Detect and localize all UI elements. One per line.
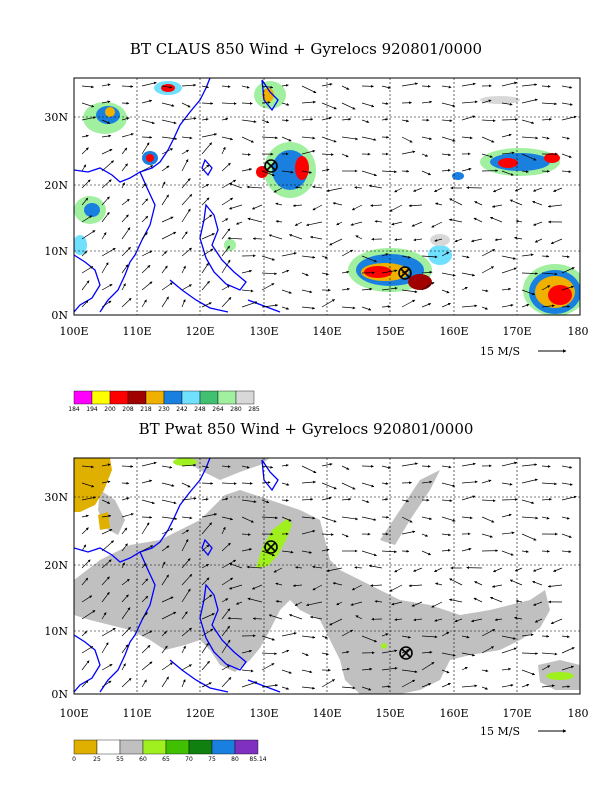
panel2-lat-label: 0N: [51, 688, 68, 701]
colorbar-swatch: [188, 739, 213, 755]
colorbar-swatch: [199, 390, 219, 405]
panel2-lon-label: 110E: [122, 707, 151, 720]
panel1-grid: [74, 78, 580, 315]
panel1-lon-label: 130E: [249, 325, 278, 338]
colorbar-label: 248: [194, 406, 206, 413]
panel2-lon-label: 140E: [312, 707, 341, 720]
panel1-lon-label: 150E: [375, 325, 404, 338]
panel2-shading: [74, 458, 580, 694]
colorbar-label: 65: [162, 756, 170, 763]
colorbar-swatch: [211, 739, 236, 755]
panel1-colorbar: 184 194 200 208 218 230 242 248 264 280 285: [68, 390, 260, 413]
colorbar-swatch: [163, 390, 183, 405]
colorbar-label: 242: [176, 406, 188, 413]
panel2-lat-label: 10N: [44, 625, 68, 638]
colorbar-label: 208: [122, 406, 134, 413]
panel1-lat-label: 0N: [51, 309, 68, 322]
colorbar-label: 230: [158, 406, 170, 413]
panel2-title: BT Pwat 850 Wind + Gyrelocs 920801/0000: [138, 420, 474, 438]
panel1-lon-label: 170E: [502, 325, 531, 338]
colorbar-swatch: [165, 739, 190, 755]
panel2-lat-label: 30N: [44, 491, 68, 504]
panel1-lat-label: 10N: [44, 245, 68, 258]
colorbar-label: 85.14: [249, 756, 266, 763]
panel1-vector-ref-label: 15 M/S: [480, 345, 520, 358]
panel2-lat-label: 20N: [44, 559, 68, 572]
colorbar-swatch: [73, 739, 98, 755]
colorbar-swatch: [142, 739, 167, 755]
colorbar-swatch: [217, 390, 237, 405]
colorbar-swatch: [119, 739, 144, 755]
panel1-lon-label: 110E: [122, 325, 151, 338]
panel2-lon-label: 160E: [439, 707, 468, 720]
panel1-gyre-marker-2: [398, 266, 412, 280]
colorbar-label: 264: [212, 406, 224, 413]
panel1-wind-vectors: [81, 81, 577, 311]
colorbar-label: 280: [230, 406, 242, 413]
panel1-lon-label: 140E: [312, 325, 341, 338]
panel1-frame: [73, 77, 581, 316]
panel1-lat-label: 30N: [44, 111, 68, 124]
colorbar-swatch: [235, 390, 255, 405]
colorbar-swatch: [109, 390, 129, 405]
colorbar-label: 184: [68, 406, 80, 413]
panel1-lat-label: 20N: [44, 179, 68, 192]
panel1-lon-label: 120E: [185, 325, 214, 338]
panel2-lon-label: 100E: [59, 707, 88, 720]
panel1-map: 30N 20N 10N 0N 100E 110E 120E 130E 140E …: [44, 77, 589, 413]
panel2-colorbar: 0 25 55 60 65 70 75 80 85.14: [72, 739, 267, 763]
panel2-map: 30N 20N 10N 0N 100E 110E 120E 130E 140E …: [44, 457, 589, 763]
panel2-lon-label: 150E: [375, 707, 404, 720]
panel1-gyre-marker-1: [264, 159, 278, 173]
panel2-wind-vectors: [81, 461, 577, 691]
panel2-lon-label: 130E: [249, 707, 278, 720]
colorbar-label: 200: [104, 406, 116, 413]
colorbar-label: 55: [116, 756, 124, 763]
panel1-coastline: [74, 78, 281, 313]
panel2-coastline: [74, 458, 281, 693]
colorbar-label: 25: [93, 756, 101, 763]
panel1-lon-label: 180: [568, 325, 589, 338]
colorbar-label: 218: [140, 406, 152, 413]
colorbar-label: 194: [86, 406, 98, 413]
panel2-lon-label: 170E: [502, 707, 531, 720]
panel2-lon-label: 120E: [185, 707, 214, 720]
panel2-grid: [74, 458, 580, 694]
panel1-lon-label: 160E: [439, 325, 468, 338]
colorbar-swatch: [145, 390, 165, 405]
panel1-lon-label: 100E: [59, 325, 88, 338]
panel2-gyre-marker-1: [264, 540, 278, 554]
colorbar-swatch: [127, 390, 147, 405]
panel2-frame: [73, 457, 581, 695]
panel2-lon-label: 180: [568, 707, 589, 720]
colorbar-label: 80: [231, 756, 239, 763]
colorbar-swatch: [234, 739, 259, 755]
colorbar-swatch: [181, 390, 201, 405]
panel1-title: BT CLAUS 850 Wind + Gyrelocs 920801/0000: [129, 40, 483, 58]
colorbar-swatch: [91, 390, 111, 405]
colorbar-label: 70: [185, 756, 193, 763]
colorbar-label: 60: [139, 756, 147, 763]
colorbar-label: 285: [248, 406, 260, 413]
colorbar-label: 0: [72, 756, 76, 763]
panel2-gyre-marker-2: [399, 646, 413, 660]
colorbar-swatch: [96, 739, 121, 755]
colorbar-label: 75: [208, 756, 216, 763]
colorbar-swatch: [73, 390, 93, 405]
panel2-vector-ref-label: 15 M/S: [480, 725, 520, 738]
